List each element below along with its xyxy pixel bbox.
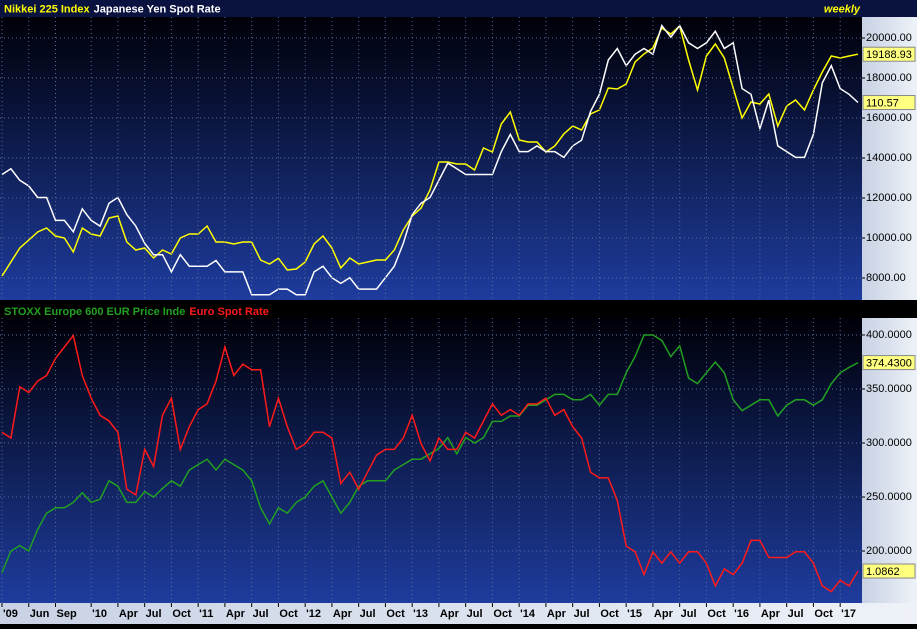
x-tick-label: Oct	[279, 608, 298, 620]
x-tick-label: '10	[92, 608, 107, 620]
last-value-box	[862, 95, 916, 111]
x-tick-label: Apr	[440, 608, 460, 620]
x-tick-label: Apr	[226, 608, 246, 620]
x-tick-label: Jul	[360, 608, 376, 620]
annotation: weekly	[824, 3, 861, 15]
x-tick-label: '13	[413, 608, 428, 620]
last-value-label: 374.4300	[866, 357, 912, 369]
y-tick-label: 350.0000	[866, 383, 912, 395]
y-tick-label: 8000.00	[866, 272, 906, 284]
x-tick-label: '16	[734, 608, 749, 620]
last-value-box	[862, 46, 916, 62]
last-value-box	[862, 563, 916, 579]
y-tick-label: 12000.00	[866, 192, 912, 204]
x-tick-label: '11	[199, 608, 213, 620]
y-tick-label: 20000.00	[866, 32, 912, 44]
x-tick-label: Apr	[333, 608, 353, 620]
y-tick-label: 400.0000	[866, 329, 912, 341]
series-line	[1, 333, 859, 593]
x-tick-label: Apr	[761, 608, 781, 620]
y-axis-area	[862, 17, 917, 300]
x-tick-label: Oct	[172, 608, 191, 620]
last-value-box	[862, 355, 916, 371]
series-line	[1, 24, 859, 277]
y-tick-label: 250.0000	[866, 491, 912, 503]
x-tick-label: Jul	[574, 608, 590, 620]
x-tick-label: Oct	[707, 608, 726, 620]
y-tick-label: 10000.00	[866, 232, 912, 244]
legend-entry: Euro Spot Rate	[189, 306, 268, 318]
x-tick-label: Oct	[493, 608, 512, 620]
header-bar	[0, 0, 917, 17]
x-tick-label: Apr	[547, 608, 567, 620]
plot-area	[0, 17, 862, 300]
plot-area	[0, 318, 862, 603]
y-tick-label: 16000.00	[866, 112, 912, 124]
x-tick-label: Apr	[654, 608, 674, 620]
x-tick-label: Oct	[814, 608, 833, 620]
x-tick-label: Sep	[57, 608, 77, 620]
y-tick-label: 200.0000	[866, 545, 912, 557]
x-tick-label: '17	[841, 608, 856, 620]
x-tick-label: Oct	[386, 608, 405, 620]
x-tick-label: Apr	[119, 608, 139, 620]
x-tick-label: Jul	[788, 608, 804, 620]
last-value-label: 1.0862	[866, 566, 900, 578]
last-value-label: 19188.93	[866, 49, 912, 61]
x-tick-label: Jul	[681, 608, 697, 620]
x-tick-label: Oct	[600, 608, 619, 620]
header-bar	[0, 304, 917, 318]
y-tick-label: 18000.00	[866, 72, 912, 84]
y-tick-label: 300.0000	[866, 437, 912, 449]
x-axis-bar	[0, 603, 917, 624]
last-value-label: 110.57	[866, 97, 899, 109]
series-line	[1, 334, 859, 573]
series-line	[1, 24, 859, 296]
legend-entry: STOXX Europe 600 EUR Price Inde	[4, 306, 185, 318]
x-tick-label: Jun	[30, 608, 50, 620]
x-tick-label: Jul	[467, 608, 483, 620]
x-tick-label: Jul	[146, 608, 162, 620]
legend-entry: Nikkei 225 Index	[4, 3, 90, 15]
x-tick-label: Jul	[253, 608, 269, 620]
x-tick-label: '09	[3, 608, 18, 620]
y-tick-label: 14000.00	[866, 152, 912, 164]
legend-entry: Japanese Yen Spot Rate	[94, 3, 221, 15]
x-tick-label: '14	[520, 608, 536, 620]
x-tick-label: '12	[306, 608, 321, 620]
x-tick-label: '15	[627, 608, 642, 620]
